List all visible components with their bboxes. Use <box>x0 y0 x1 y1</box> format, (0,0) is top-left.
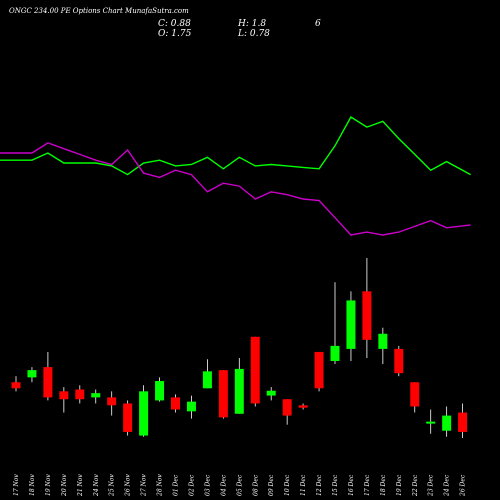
candle-body <box>59 391 69 400</box>
x-tick-label: 25 Nov <box>109 474 116 497</box>
candle-body <box>107 397 117 406</box>
candle-body <box>298 405 308 408</box>
x-tick-label: 28 Nov <box>157 474 164 497</box>
candle-body <box>202 371 212 389</box>
candle-body <box>155 381 165 401</box>
x-tick-label: 24 Dec <box>444 474 451 497</box>
candle-body <box>458 412 468 432</box>
candle-body <box>250 336 260 404</box>
x-tick-label: 27 Nov <box>141 474 148 497</box>
candle-body <box>346 300 356 349</box>
candle-body <box>234 368 244 414</box>
x-tick-label: 19 Nov <box>45 474 52 496</box>
x-tick-label: 09 Dec <box>268 474 275 496</box>
candle-body <box>266 390 276 396</box>
x-tick-label: 17 Dec <box>364 474 371 496</box>
candle-body <box>123 403 133 432</box>
x-tick-label: 01 Dec <box>173 474 180 496</box>
candle-body <box>282 399 292 416</box>
x-tick-label: 22 Dec <box>412 474 419 497</box>
candle-body <box>27 370 37 378</box>
indicator-line-2 <box>0 142 471 236</box>
x-tick-label: 21 Nov <box>77 474 84 497</box>
x-tick-label: 19 Dec <box>396 474 403 496</box>
x-tick-label: 20 Nov <box>61 474 68 497</box>
candle-body <box>75 389 85 400</box>
candle-body <box>442 415 452 431</box>
candle-body <box>394 348 404 374</box>
x-tick-label: 02 Dec <box>188 474 195 496</box>
x-tick-label: 15 Dec <box>332 474 339 496</box>
x-tick-label: 24 Nov <box>93 474 100 497</box>
candle-body <box>362 291 372 340</box>
x-tick-label: 26 Dec <box>460 474 467 497</box>
chart-title: ONGC 234.00 PE Options Chart MunafaSutra… <box>9 7 189 15</box>
high-value: H: 1.8 <box>238 19 267 29</box>
x-tick-label: 12 Dec <box>316 474 323 496</box>
x-tick-label: 05 Dec <box>236 474 243 496</box>
candle-body <box>314 351 324 389</box>
x-tick-label: 26 Nov <box>125 474 132 497</box>
x-tick-label: 18 Dec <box>380 474 387 496</box>
x-tick-label: 08 Dec <box>252 474 259 496</box>
candle-body <box>218 370 228 418</box>
low-value: L: 0.78 <box>238 29 270 39</box>
x-tick-label: 10 Dec <box>284 474 291 496</box>
x-tick-label: 16 Dec <box>348 474 355 496</box>
extra-value: 6 <box>315 19 321 29</box>
candle-body <box>171 397 180 410</box>
x-tick-label: 03 Dec <box>204 474 211 496</box>
candle-body <box>186 401 196 412</box>
indicator-line-1 <box>0 116 471 176</box>
candle-body <box>43 367 53 398</box>
open-value: O: 1.75 <box>158 29 192 39</box>
x-tick-label: 17 Nov <box>13 474 20 496</box>
x-tick-label: 04 Dec <box>220 474 227 496</box>
candle-body <box>11 382 21 389</box>
candle-body <box>139 391 149 436</box>
candle-body <box>378 333 388 349</box>
candle-body <box>330 345 340 362</box>
x-tick-label: 11 Dec <box>300 474 307 496</box>
candle-body <box>410 382 420 407</box>
candle-body <box>91 393 101 398</box>
x-tick-label: 18 Nov <box>29 474 36 496</box>
candle-body <box>426 421 436 424</box>
x-tick-label: 23 Dec <box>428 474 435 497</box>
close-value: C: 0.88 <box>158 19 191 29</box>
